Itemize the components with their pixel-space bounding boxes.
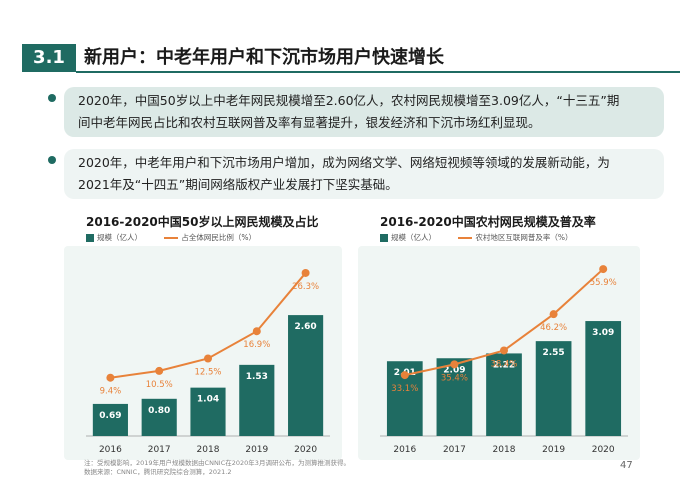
line-point [599, 265, 608, 274]
legend-label: 占全体网民比例（%） [181, 233, 257, 242]
line-value-label: 10.5% [146, 380, 173, 390]
x-tick-label: 2017 [148, 445, 171, 455]
x-tick-label: 2016 [393, 445, 416, 455]
bar [288, 315, 324, 436]
line-value-label: 12.5% [194, 368, 221, 378]
line-value-label: 26.3% [292, 282, 319, 292]
header-rule [76, 71, 680, 73]
bullet-dot [48, 94, 56, 102]
bullet-line: 间中老年网民占比和农村互联网普及率有显著提升，银发经济和下沉市场红利显现。 [78, 115, 541, 130]
line-point [400, 371, 409, 380]
bar [141, 398, 177, 436]
bar-value-label: 2.09 [443, 365, 465, 375]
legend-label: 农村地区互联网普及率（%） [475, 233, 573, 242]
footnote-line: 注：受规模影响，2019年用户规模数据由CNNIC在2020年3月调研公布，为测… [84, 459, 350, 467]
line-point [155, 366, 164, 375]
legend-bar-swatch [86, 233, 94, 242]
legend-bar-swatch [380, 233, 388, 242]
bar-value-label: 2.60 [294, 322, 316, 332]
x-tick-label: 2018 [197, 445, 220, 455]
line-value-label: 9.4% [100, 387, 122, 397]
line-point [500, 346, 508, 355]
bullet-line: 2020年，中国50岁以上中老年网民规模增至2.60亿人，农村网民规模增至3.0… [78, 93, 620, 108]
page-number: 47 [620, 460, 633, 471]
bar-value-label: 2.22 [493, 360, 515, 370]
line-value-label: 38.4% [490, 359, 517, 369]
x-tick-label: 2020 [294, 445, 317, 455]
x-tick-label: 2020 [592, 445, 615, 455]
chart-legend: 规模（亿人） 农村地区互联网普及率（%） [380, 232, 573, 243]
bar-value-label: 0.69 [99, 411, 121, 421]
bar-value-label: 3.09 [592, 328, 614, 338]
x-tick-label: 2018 [493, 445, 516, 455]
bullet-line: 2020年，中老年用户和下沉市场用户增加，成为网络文学、网络短视频等领域的发展新… [78, 155, 610, 170]
legend-line-swatch [458, 236, 473, 239]
footnote: 注：受规模影响，2019年用户规模数据由CNNIC在2020年3月调研公布，为测… [84, 459, 504, 477]
footnote-line: 数据来源：CNNIC，腾讯研究院综合测算，2021.2 [84, 468, 232, 476]
x-tick-label: 2019 [245, 445, 268, 455]
bar [436, 358, 473, 436]
section-number: 3.1 [22, 44, 76, 72]
legend-label: 规模（亿人） [391, 233, 436, 242]
bullet-text: 2020年，中老年用户和下沉市场用户增加，成为网络文学、网络短视频等领域的发展新… [78, 152, 658, 196]
bar-value-label: 0.80 [148, 406, 170, 416]
legend-line-swatch [164, 236, 179, 239]
line-value-label: 55.9% [590, 278, 617, 288]
line-point [450, 360, 459, 369]
section-header: 3.1 新用户：中老年用户和下沉市场用户快速增长 [22, 44, 680, 73]
x-tick-label: 2019 [542, 445, 565, 455]
bar [486, 353, 522, 436]
line-point [204, 354, 212, 363]
line-value-label: 33.1% [391, 384, 418, 394]
chart-canvas: 0.69 2016 0.80 2017 1.04 2018 1.53 2019 2.60 2020… [64, 246, 342, 460]
x-tick-label: 2016 [99, 445, 122, 455]
chart-title: 2016-2020中国农村网民规模及普及率 [380, 215, 596, 229]
bar-value-label: 1.53 [246, 372, 268, 382]
bar [585, 321, 622, 436]
bar-value-label: 1.04 [197, 395, 219, 405]
line-point [301, 268, 310, 277]
chart-title: 2016-2020中国50岁以上网民规模及占比 [86, 215, 319, 229]
line-point [549, 310, 558, 319]
bullet-dot [48, 156, 56, 164]
line-value-label: 16.9% [243, 340, 270, 350]
bullet-box-1: 2020年，中国50岁以上中老年网民规模增至2.60亿人，农村网民规模增至3.0… [64, 87, 664, 137]
section-title: 新用户：中老年用户和下沉市场用户快速增长 [84, 47, 444, 68]
bullet-text: 2020年，中国50岁以上中老年网民规模增至2.60亿人，农村网民规模增至3.0… [78, 90, 658, 134]
bar [239, 364, 275, 436]
x-tick-label: 2017 [443, 445, 466, 455]
chart-elderly-netizens: 0.69 2016 0.80 2017 1.04 2018 1.53 2019 2.60 2020… [64, 210, 342, 462]
bullet-line: 2021年及“十四五”期间网络版权产业发展打下坚实基础。 [78, 177, 398, 192]
bar [190, 387, 226, 436]
bar-value-label: 2.55 [542, 348, 564, 358]
bullet-box-2: 2020年，中老年用户和下沉市场用户增加，成为网络文学、网络短视频等领域的发展新… [64, 149, 664, 199]
line-value-label: 35.4% [441, 373, 468, 383]
line-point [252, 327, 261, 336]
line-point [106, 373, 115, 382]
chart-canvas: 2.0120162.0920172.2220182.5520193.092020… [358, 246, 640, 460]
chart-rural-netizens: 2.0120162.0920172.2220182.5520193.092020… [358, 210, 640, 462]
bar [535, 341, 572, 436]
line-value-label: 46.2% [540, 323, 567, 333]
chart-legend: 规模（亿人） 占全体网民比例（%） [86, 232, 256, 243]
bar [92, 403, 128, 436]
legend-label: 规模（亿人） [97, 233, 142, 242]
